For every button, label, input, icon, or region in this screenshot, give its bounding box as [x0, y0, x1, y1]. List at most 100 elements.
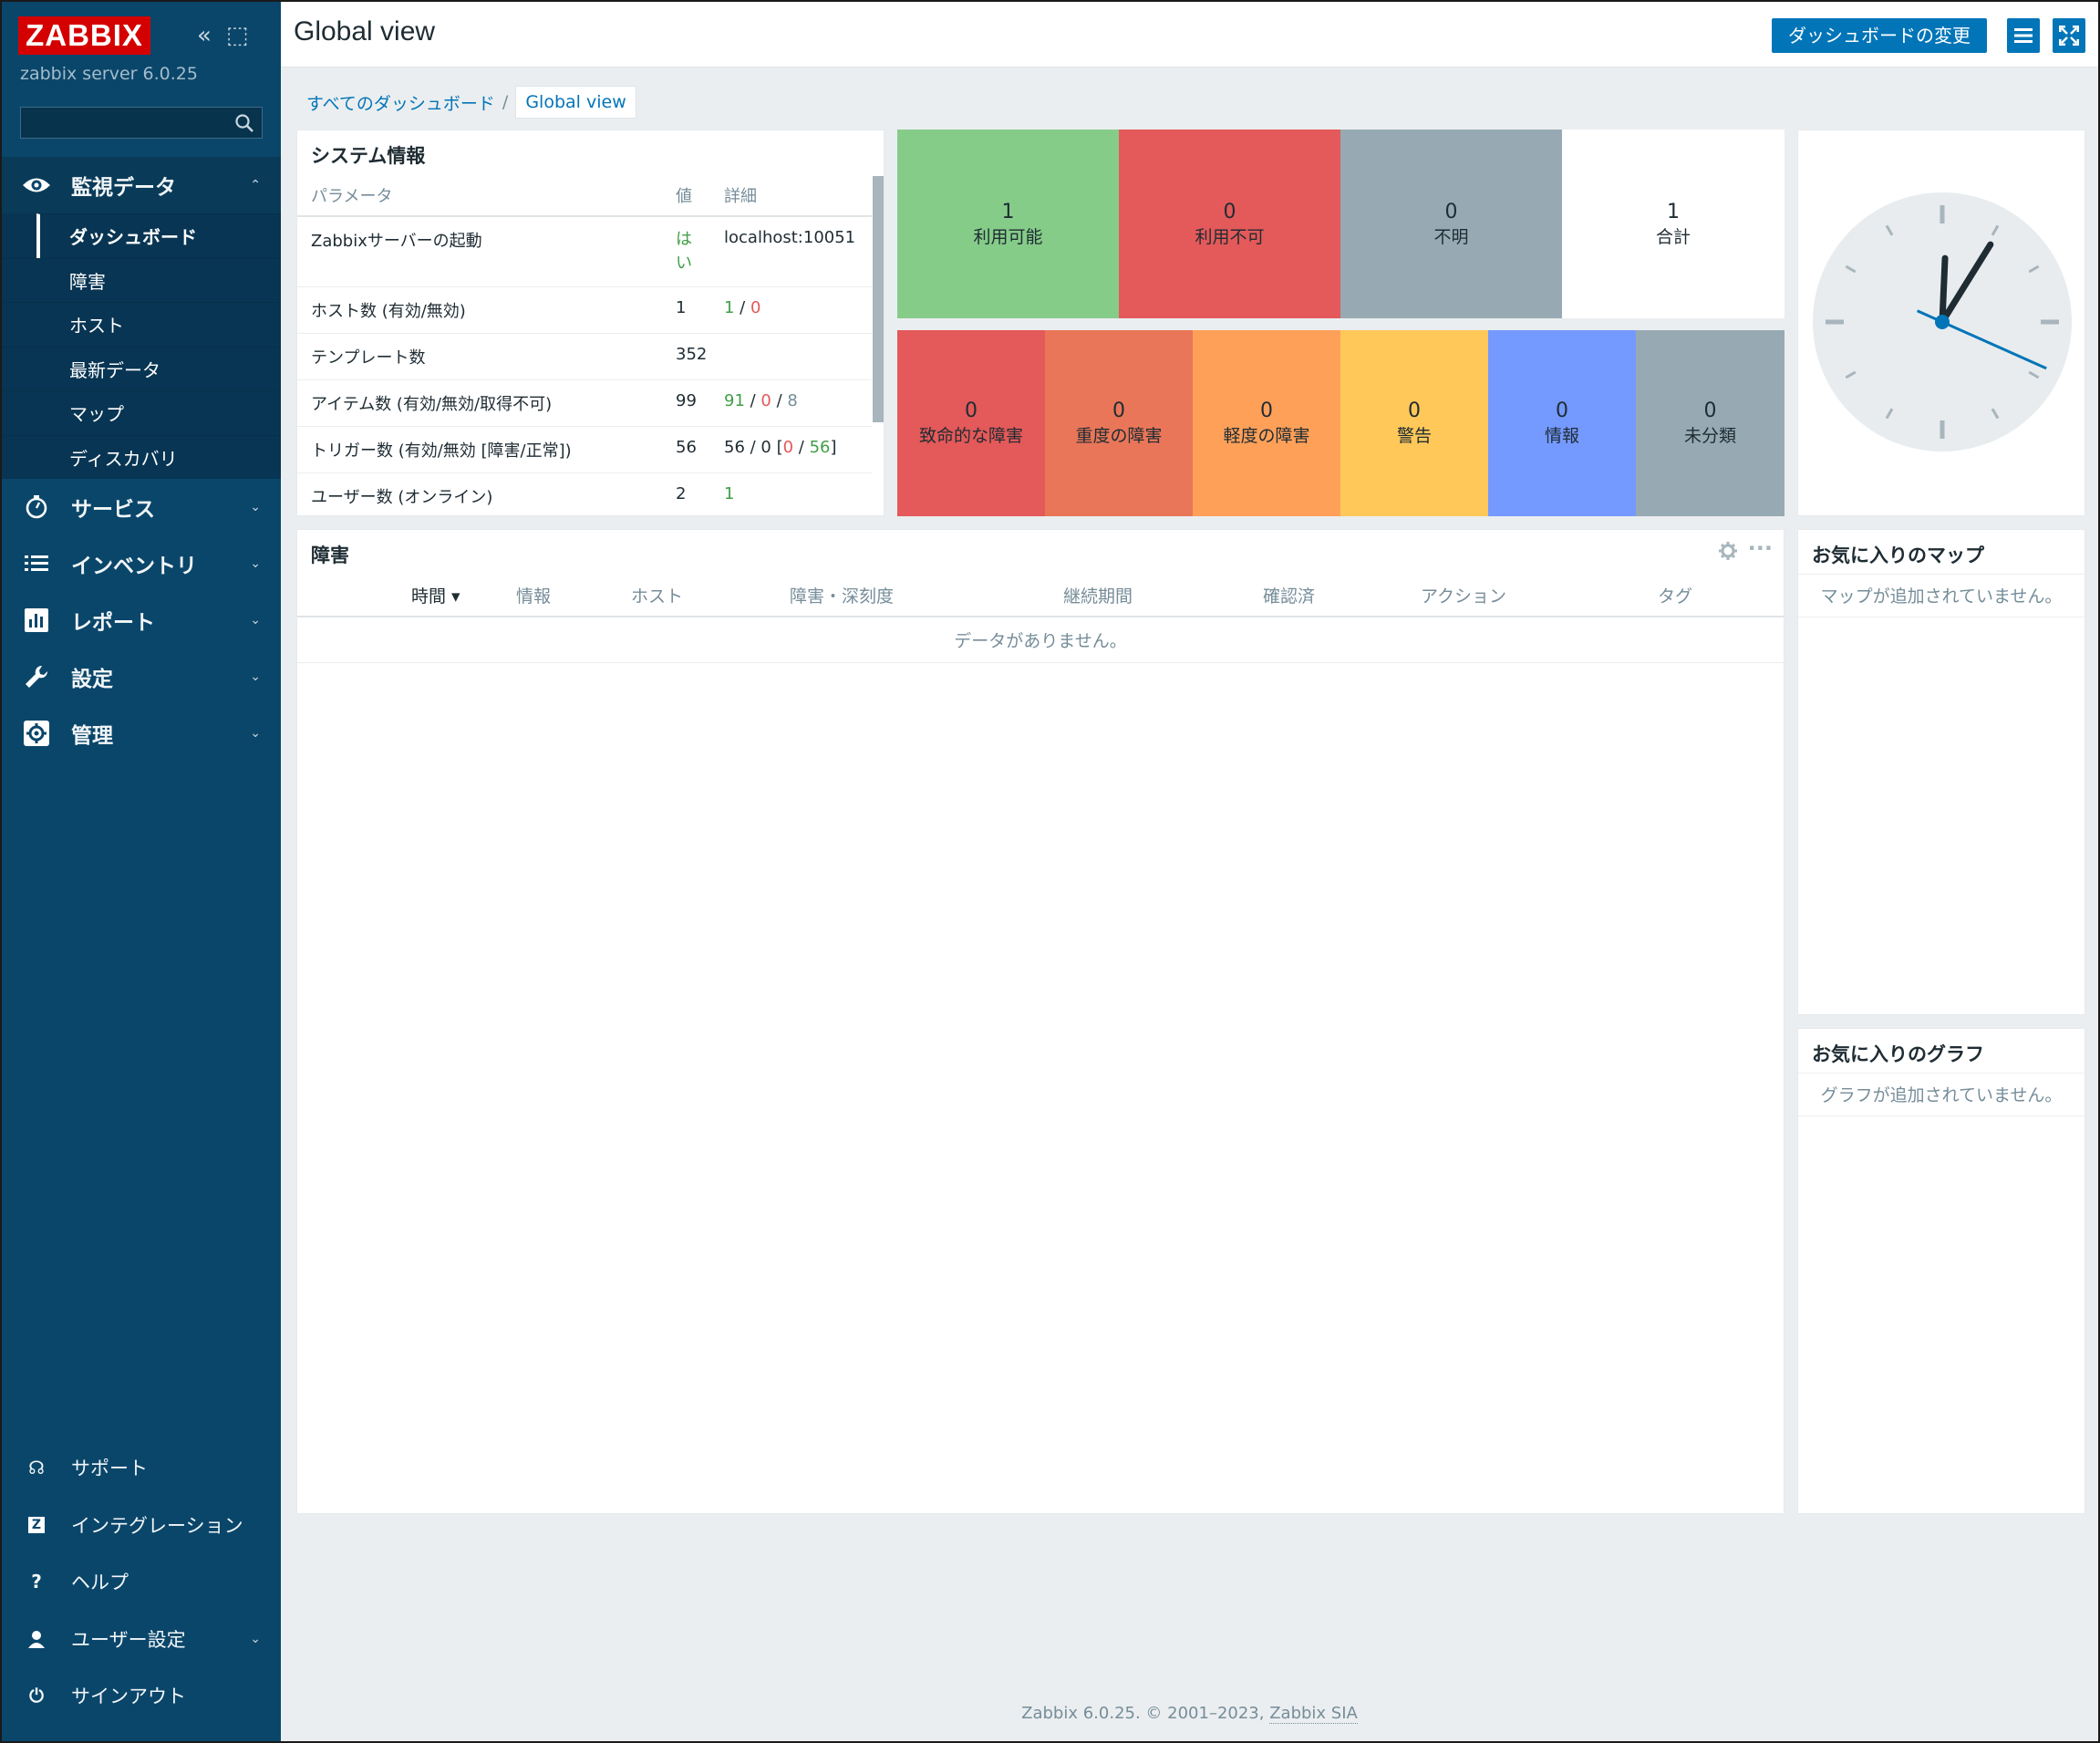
severity-disaster-cell[interactable]: 0 致命的な障害 — [897, 330, 1045, 516]
help-icon: ? — [31, 1571, 42, 1593]
submenu-dashboard[interactable]: ダッシュボード — [36, 213, 281, 258]
label: 不明 — [1433, 226, 1469, 247]
label: 利用可能 — [973, 226, 1043, 247]
host-unavailable-cell[interactable]: 0 利用不可 — [1119, 130, 1340, 318]
widget-title: お気に入りのマップ — [1812, 545, 1984, 566]
more-options-icon[interactable]: ··· — [1747, 535, 1773, 561]
no-data-message: データがありません。 — [297, 619, 1784, 663]
column-tags[interactable]: タグ — [1658, 586, 1693, 607]
column-header: 値 — [676, 174, 724, 217]
menu-label: サインアウト — [71, 1686, 186, 1708]
edit-dashboard-button[interactable]: ダッシュボードの変更 — [1772, 18, 1987, 53]
column-duration[interactable]: 継続期間 — [1063, 586, 1133, 607]
count: 0 — [1703, 399, 1717, 422]
menu-administration[interactable]: 管理 ⌄ — [2, 705, 281, 762]
column-ack[interactable]: 確認済 — [1263, 586, 1316, 607]
detail-cell: localhost:10051 — [724, 216, 872, 287]
menu-monitoring[interactable]: 監視データ ⌃ — [2, 157, 281, 213]
gear-icon[interactable] — [1718, 541, 1738, 561]
column-header: 詳細 — [724, 174, 872, 217]
widget-title: システム情報 — [311, 145, 426, 167]
count: 0 — [1556, 399, 1568, 422]
fullscreen-icon — [2059, 26, 2079, 46]
count: 1 — [1001, 200, 1015, 223]
value-cell: 56 — [676, 426, 724, 473]
submenu-maps[interactable]: マップ — [2, 390, 281, 435]
menu-integrations[interactable]: Z インテグレーション — [2, 1497, 281, 1554]
enabled-count: 1 — [724, 298, 735, 317]
kiosk-mode-icon[interactable]: ⬚ — [225, 22, 249, 49]
eye-icon — [2, 175, 71, 195]
online-count: 1 — [724, 472, 872, 515]
menu-support[interactable]: ☊ サポート — [2, 1439, 281, 1497]
menu-label: インテグレーション — [71, 1514, 243, 1537]
detail-cell: 91 / 0 / 8 — [724, 379, 872, 427]
zabbix-logo[interactable]: ZABBIX — [18, 16, 150, 55]
column-info[interactable]: 情報 — [516, 586, 552, 607]
kiosk-mode-button[interactable] — [2053, 18, 2085, 53]
clock-tick — [2028, 265, 2040, 274]
search-input[interactable] — [20, 107, 263, 139]
menu-help[interactable]: ? ヘルプ — [2, 1553, 281, 1611]
menu-user-settings[interactable]: ユーザー設定 ⌄ — [2, 1611, 281, 1668]
breadcrumb-all-dashboards[interactable]: すべてのダッシュボード — [306, 93, 495, 114]
severity-information-cell[interactable]: 0 情報 — [1488, 330, 1636, 516]
severity-not-classified-cell[interactable]: 0 未分類 — [1636, 330, 1784, 516]
search-icon[interactable] — [234, 113, 254, 133]
widget-title: 障害 — [311, 545, 349, 566]
submenu-hosts[interactable]: ホスト — [2, 302, 281, 347]
menu-label: レポート — [71, 611, 155, 635]
scrollbar[interactable] — [873, 176, 884, 422]
count: 0 — [965, 399, 978, 422]
menu-icon — [2014, 28, 2033, 43]
menu-reports[interactable]: レポート ⌄ — [2, 592, 281, 648]
column-problem-severity[interactable]: 障害・深刻度 — [790, 586, 895, 607]
menu-sign-out[interactable]: ⏻ サインアウト — [2, 1667, 281, 1725]
value-cell: はい — [676, 216, 724, 287]
column-actions[interactable]: アクション — [1421, 586, 1507, 607]
host-total-cell[interactable]: 1 合計 — [1562, 130, 1784, 318]
menu-label: ユーザー設定 — [71, 1628, 186, 1651]
column-time[interactable]: 時間 ▾ — [411, 586, 460, 607]
severity-high-cell[interactable]: 0 重度の障害 — [1045, 330, 1193, 516]
page-footer: Zabbix 6.0.25. © 2001–2023, Zabbix SIA — [281, 1704, 2098, 1724]
column-host[interactable]: ホスト — [631, 586, 684, 607]
clock-icon — [2, 495, 71, 519]
menu-configuration[interactable]: 設定 ⌄ — [2, 648, 281, 705]
host-available-cell[interactable]: 1 利用可能 — [897, 130, 1119, 318]
breadcrumb-separator: / — [502, 92, 509, 112]
submenu-problems[interactable]: 障害 — [2, 257, 281, 303]
chevron-down-icon: ⌄ — [250, 669, 261, 684]
actions-menu-button[interactable] — [2007, 18, 2040, 53]
table-row: ユーザー数 (オンライン) 2 1 — [297, 472, 872, 515]
severity-warning-cell[interactable]: 0 警告 — [1340, 330, 1488, 516]
zabbix-sia-link[interactable]: Zabbix SIA — [1269, 1704, 1358, 1724]
host-unknown-cell[interactable]: 0 不明 — [1340, 130, 1562, 318]
collapse-sidebar-icon[interactable]: « — [197, 22, 212, 49]
menu-services[interactable]: サービス ⌄ — [2, 479, 281, 535]
table-row: Zabbixサーバーの起動 はい localhost:10051 — [297, 216, 872, 287]
menu-label: ヘルプ — [71, 1572, 129, 1594]
no-graphs-message: グラフが追加されていません。 — [1798, 1073, 2084, 1116]
menu-inventory[interactable]: インベントリ ⌄ — [2, 535, 281, 592]
chevron-down-icon: ⌄ — [250, 726, 261, 741]
problem-count: 0 — [782, 438, 794, 457]
user-icon — [2, 1630, 71, 1648]
problems-widget: 障害 ··· 時間 ▾ 情報 ホスト 障害・深刻度 継続期間 確認済 アクション… — [296, 529, 1784, 1514]
page-header: Global view ダッシュボードの変更 — [281, 2, 2098, 67]
breadcrumb-current[interactable]: Global view — [515, 86, 636, 119]
param-cell: ホスト数 (有効/無効) — [297, 286, 676, 334]
detail-cell: 1 / 0 — [724, 286, 872, 334]
clock-center — [1935, 315, 1950, 329]
severity-average-cell[interactable]: 0 軽度の障害 — [1193, 330, 1340, 516]
submenu-latest-data[interactable]: 最新データ — [2, 346, 281, 391]
table-row: アイテム数 (有効/無効/取得不可) 99 91 / 0 / 8 — [297, 379, 872, 427]
integrations-icon: Z — [2, 1516, 71, 1533]
system-info-table: パラメータ 値 詳細 Zabbixサーバーの起動 はい localhost:10… — [297, 174, 872, 515]
chevron-down-icon: ⌄ — [250, 500, 261, 514]
count: 0 — [1223, 200, 1236, 223]
host-availability-widget: 1 利用可能 0 利用不可 0 不明 1 合計 — [897, 130, 1784, 318]
submenu-discovery[interactable]: ディスカバリ — [2, 434, 281, 480]
disabled-count: 0 — [750, 298, 761, 317]
